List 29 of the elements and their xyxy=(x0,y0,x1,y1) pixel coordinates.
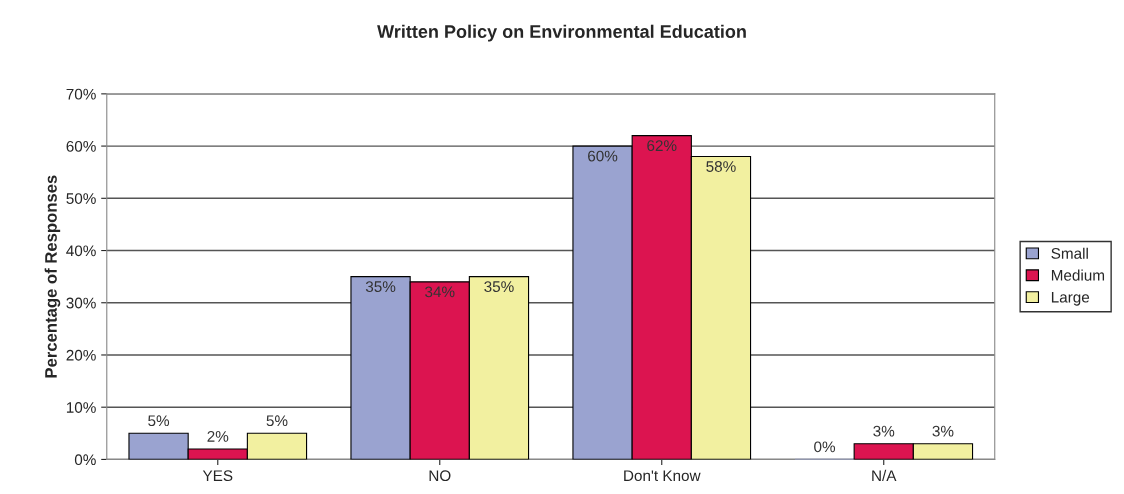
data-label: 58% xyxy=(706,161,736,172)
legend-label: Small xyxy=(1051,247,1088,259)
y-tick-label: 10% xyxy=(66,402,96,413)
y-tick-label: 50% xyxy=(66,193,96,204)
data-label: 5% xyxy=(266,415,288,427)
data-label: 3% xyxy=(873,425,895,437)
x-tick-label: YES xyxy=(202,470,233,482)
legend-label: Medium xyxy=(1051,269,1105,281)
y-tick-label: 40% xyxy=(66,245,96,257)
data-label: 62% xyxy=(647,140,677,152)
chart-title: Written Policy on Environmental Education xyxy=(377,24,746,42)
x-tick-label: NO xyxy=(429,470,451,482)
data-label: 34% xyxy=(425,286,455,298)
y-tick-label: 60% xyxy=(66,140,96,152)
y-axis-title: Percentage of Responses xyxy=(44,175,61,378)
data-label: 60% xyxy=(588,150,618,162)
y-tick-label: 20% xyxy=(66,349,96,361)
data-label: 35% xyxy=(365,281,396,293)
y-tick-label: 30% xyxy=(66,297,96,309)
data-label: 5% xyxy=(148,415,170,427)
y-tick-label: 0% xyxy=(74,454,96,466)
data-label: 3% xyxy=(932,425,954,437)
x-tick-label: N/A xyxy=(872,469,897,482)
y-tick-label: 70% xyxy=(66,88,96,100)
data-label: 0% xyxy=(814,441,836,453)
x-tick-label: Don't Know xyxy=(624,470,701,482)
data-label: 35% xyxy=(484,281,514,293)
data-label: 2% xyxy=(207,430,229,442)
legend-label: Large xyxy=(1051,291,1090,306)
